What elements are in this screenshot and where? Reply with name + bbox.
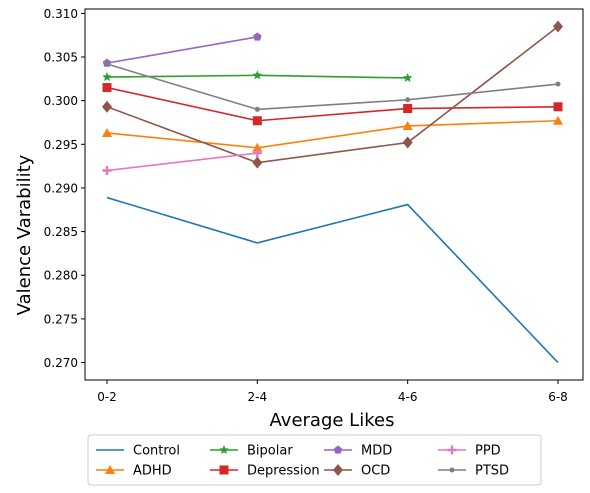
series-ptsd: [104, 61, 561, 112]
data-point-ptsd: [104, 61, 110, 67]
series-line-control: [106, 196, 559, 364]
legend-label: Depression: [247, 464, 320, 479]
data-point-ptsd: [405, 97, 411, 103]
legend-marker: [219, 445, 229, 455]
legend: Control ADHD Bipolar Depression MDD OCD PPD PTS…: [87, 434, 542, 486]
legend-marker: [333, 464, 343, 476]
data-point-ocd: [252, 156, 263, 169]
data-point-ocd: [102, 100, 112, 113]
series-line-adhd: [106, 119, 559, 149]
series-line-mdd: [106, 36, 258, 64]
legend-label: ADHD: [133, 464, 172, 479]
series-line-ptsd: [106, 63, 559, 111]
data-point-depression: [403, 104, 413, 114]
series-adhd: [102, 115, 563, 152]
y-tick-label: 0.270: [44, 356, 78, 370]
y-axis: 0.270 0.275 0.280 0.285 0.290 0.295 0.300 0.305…: [44, 7, 85, 370]
series-line-depression: [106, 86, 559, 122]
y-tick-label: 0.305: [44, 51, 78, 65]
x-tick-label: 6-8: [548, 390, 568, 404]
x-axis: 0-2 2-4 4-6 6-8: [97, 380, 568, 404]
legend-box: [87, 434, 542, 486]
legend-entry-ocd: OCD: [324, 464, 390, 479]
legend-marker: [449, 467, 455, 473]
legend-label: PTSD: [475, 464, 509, 479]
y-tick-label: 0.290: [44, 181, 78, 195]
data-point-depression: [102, 83, 112, 93]
x-tick-label: 4-6: [398, 390, 418, 404]
y-tick-label: 0.295: [44, 138, 78, 152]
legend-marker: [105, 465, 115, 474]
series-line-ocd: [106, 25, 559, 164]
y-tick-label: 0.280: [44, 269, 78, 283]
legend-entry-adhd: ADHD: [96, 464, 172, 479]
data-point-ptsd: [555, 81, 561, 87]
series-ocd: [102, 20, 563, 169]
data-point-depression: [252, 116, 262, 126]
data-point-ocd: [553, 20, 563, 33]
data-point-ptsd: [254, 106, 260, 112]
data-point-ppd: [252, 148, 262, 158]
legend-label: Control: [133, 444, 180, 459]
legend-marker: [447, 445, 457, 455]
x-tick-label: 2-4: [248, 390, 268, 404]
y-tick-label: 0.275: [44, 312, 78, 326]
legend-marker: [219, 465, 229, 475]
data-point-adhd: [402, 120, 413, 130]
legend-marker: [333, 445, 343, 454]
data-point-bipolar: [252, 70, 263, 80]
data-point-mdd: [253, 32, 262, 41]
data-point-adhd: [252, 142, 263, 152]
legend-entry-ptsd: PTSD: [438, 464, 509, 479]
legend-label: PPD: [475, 444, 501, 459]
series-mdd: [102, 32, 262, 67]
data-point-bipolar: [102, 72, 112, 82]
data-point-adhd: [102, 127, 112, 137]
legend-label: MDD: [361, 444, 392, 459]
data-point-adhd: [553, 115, 563, 125]
x-tick-label: 0-2: [97, 390, 117, 404]
y-axis-label: Valence Varability: [14, 154, 35, 315]
y-tick-label: 0.310: [44, 7, 78, 21]
legend-label: OCD: [361, 464, 390, 479]
legend-entry-control: Control: [96, 444, 180, 459]
series-bipolar: [102, 70, 413, 83]
plot-area: [84, 8, 584, 381]
legend-entry-ppd: PPD: [438, 444, 501, 459]
legend-entry-bipolar: Bipolar: [210, 444, 293, 459]
data-point-ocd: [402, 136, 413, 149]
data-point-ppd: [102, 165, 112, 175]
series-depression: [102, 83, 563, 126]
plot-frame: [84, 8, 584, 381]
data-point-bipolar: [402, 72, 413, 83]
series-line-ppd: [106, 152, 258, 172]
legend-label: Bipolar: [247, 444, 293, 459]
series-ppd: [102, 148, 262, 175]
y-tick-label: 0.285: [44, 225, 78, 239]
y-tick-label: 0.300: [44, 94, 78, 108]
legend-entry-mdd: MDD: [324, 444, 392, 459]
series-control: [106, 196, 559, 364]
data-point-depression: [553, 102, 563, 112]
legend-entry-depression: Depression: [210, 464, 320, 479]
x-axis-label: Average Likes: [270, 410, 395, 431]
